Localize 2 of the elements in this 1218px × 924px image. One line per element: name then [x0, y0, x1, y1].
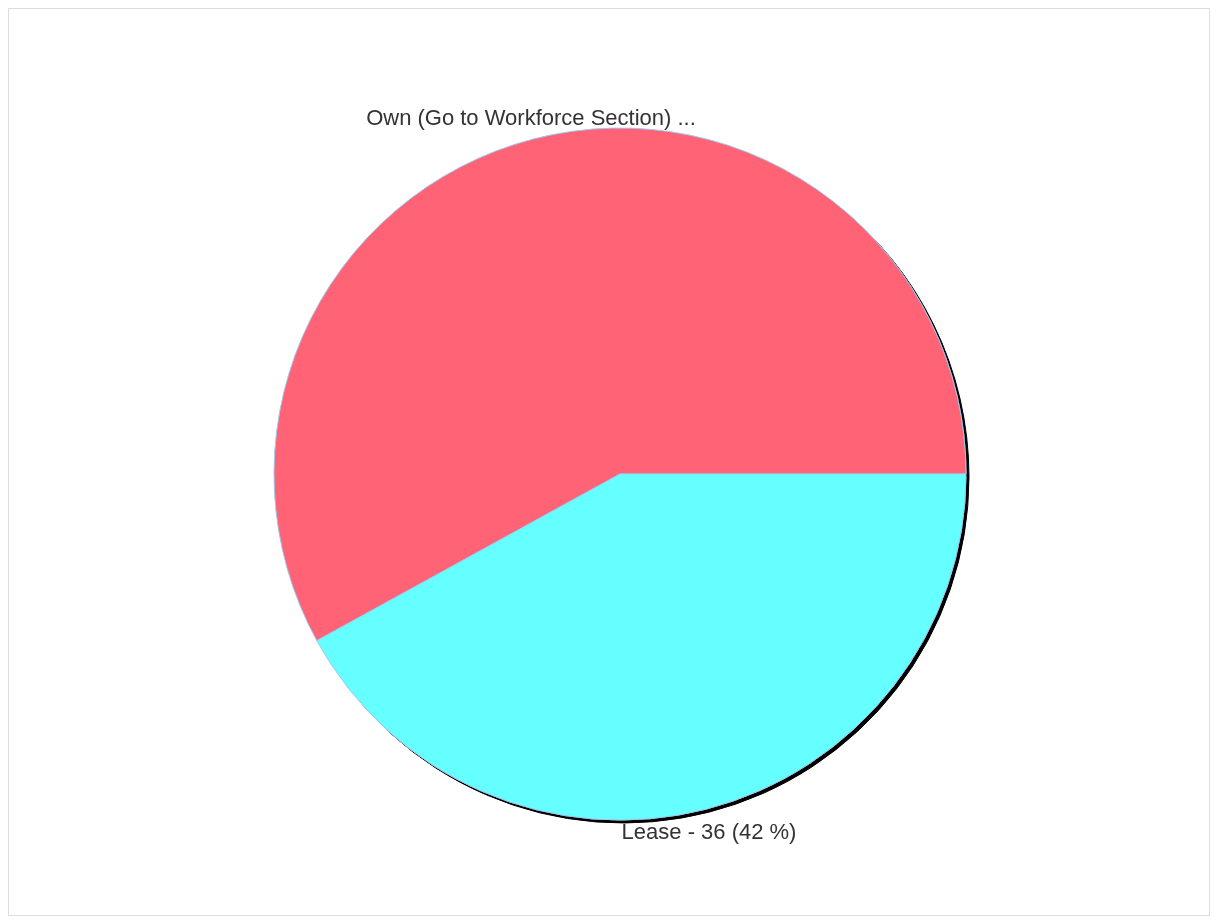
slice-label: Own (Go to Workforce Section) ...	[366, 105, 696, 131]
slice-label: Lease - 36 (42 %)	[621, 818, 797, 844]
